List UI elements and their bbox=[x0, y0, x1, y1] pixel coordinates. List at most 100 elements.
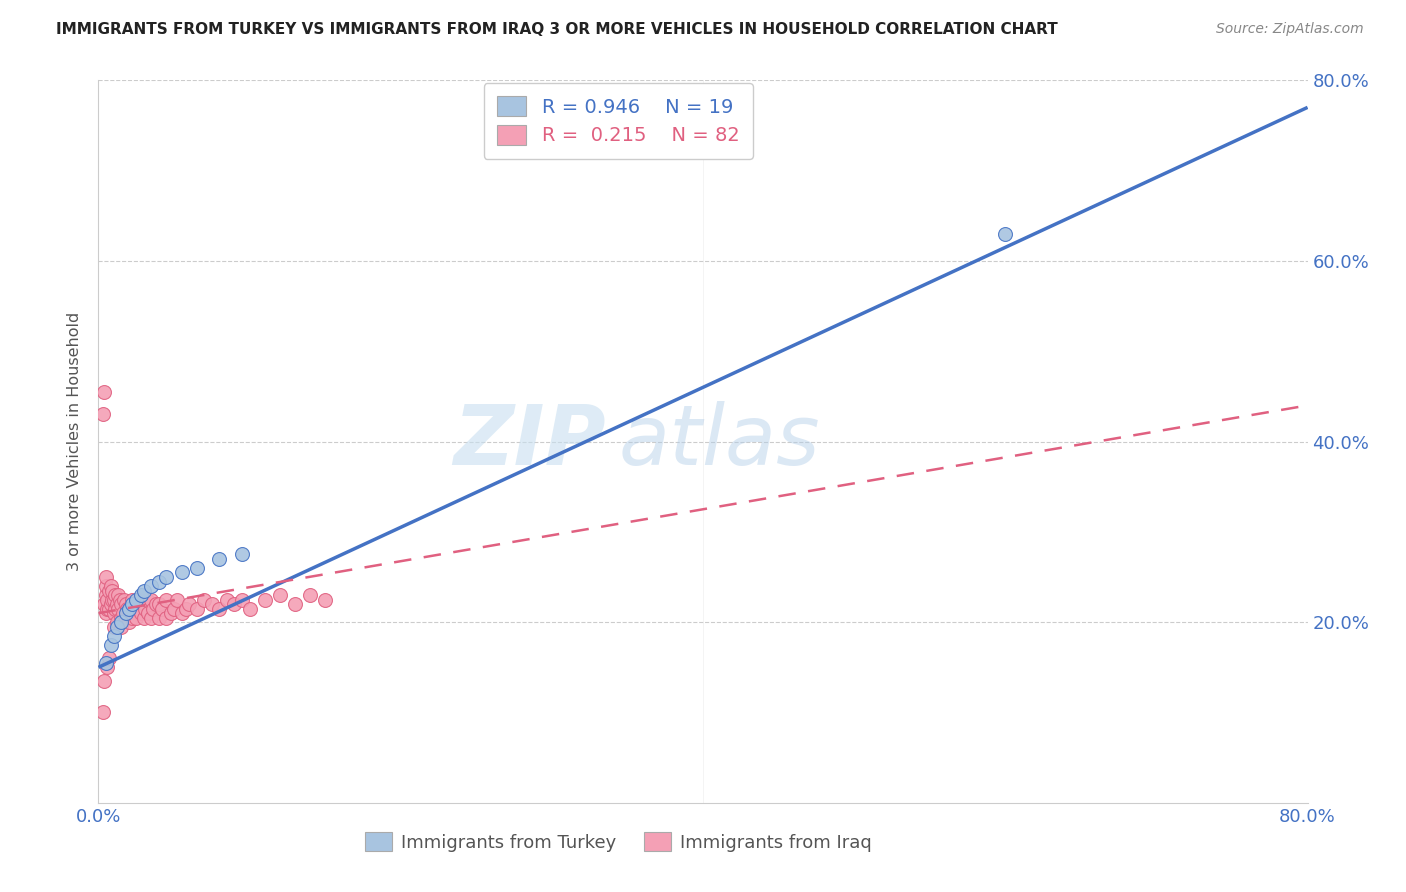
Point bbox=[110, 620, 132, 634]
Point bbox=[107, 588, 129, 602]
Point bbox=[96, 660, 118, 674]
Point bbox=[239, 601, 262, 615]
Point bbox=[115, 601, 138, 615]
Point bbox=[201, 597, 224, 611]
Point bbox=[114, 606, 136, 620]
Point bbox=[105, 615, 128, 630]
Point bbox=[224, 597, 246, 611]
Point bbox=[110, 610, 132, 624]
Point bbox=[103, 620, 125, 634]
Point bbox=[93, 597, 115, 611]
Point bbox=[118, 601, 141, 615]
Point bbox=[98, 651, 121, 665]
Point bbox=[179, 597, 201, 611]
Point bbox=[118, 601, 141, 615]
Point bbox=[142, 601, 165, 615]
Point bbox=[150, 601, 173, 615]
Point bbox=[186, 561, 208, 575]
Point bbox=[129, 588, 152, 602]
Point bbox=[141, 579, 163, 593]
Point bbox=[132, 597, 155, 611]
Point bbox=[96, 592, 118, 607]
Point bbox=[105, 620, 128, 634]
Point bbox=[141, 610, 163, 624]
Point bbox=[101, 592, 124, 607]
Point bbox=[132, 583, 155, 598]
Point bbox=[120, 606, 142, 620]
Point bbox=[193, 592, 215, 607]
Point bbox=[128, 592, 150, 607]
Point bbox=[121, 592, 143, 607]
Point bbox=[94, 579, 117, 593]
Point bbox=[110, 597, 132, 611]
Point bbox=[215, 592, 238, 607]
Point bbox=[108, 592, 131, 607]
Point bbox=[124, 597, 146, 611]
Point bbox=[231, 592, 253, 607]
Point bbox=[121, 597, 143, 611]
Point bbox=[141, 592, 163, 607]
Point bbox=[253, 592, 276, 607]
Point bbox=[91, 706, 114, 720]
Point bbox=[170, 606, 193, 620]
Point bbox=[134, 601, 156, 615]
Point bbox=[104, 601, 127, 615]
Point bbox=[231, 548, 253, 562]
Point bbox=[103, 606, 125, 620]
Point bbox=[186, 601, 208, 615]
Point bbox=[132, 610, 155, 624]
Point bbox=[125, 610, 148, 624]
Point bbox=[98, 583, 121, 598]
Point bbox=[148, 574, 170, 589]
Point bbox=[125, 592, 148, 607]
Point bbox=[135, 592, 157, 607]
Point bbox=[160, 606, 183, 620]
Text: Source: ZipAtlas.com: Source: ZipAtlas.com bbox=[1216, 22, 1364, 37]
Text: atlas: atlas bbox=[619, 401, 820, 482]
Point bbox=[110, 615, 132, 630]
Point bbox=[114, 610, 136, 624]
Point bbox=[118, 615, 141, 630]
Point bbox=[166, 592, 188, 607]
Point bbox=[299, 588, 322, 602]
Point bbox=[145, 597, 167, 611]
Point bbox=[94, 570, 117, 584]
Point bbox=[136, 606, 159, 620]
Point bbox=[100, 579, 122, 593]
Point bbox=[100, 597, 122, 611]
Point bbox=[103, 629, 125, 643]
Point bbox=[174, 601, 197, 615]
Text: IMMIGRANTS FROM TURKEY VS IMMIGRANTS FROM IRAQ 3 OR MORE VEHICLES IN HOUSEHOLD C: IMMIGRANTS FROM TURKEY VS IMMIGRANTS FRO… bbox=[56, 22, 1057, 37]
Point bbox=[170, 566, 193, 580]
Point bbox=[93, 673, 115, 688]
Point bbox=[122, 601, 145, 615]
Point bbox=[125, 597, 148, 611]
Point bbox=[155, 610, 177, 624]
Point bbox=[105, 597, 128, 611]
Point bbox=[148, 597, 170, 611]
Point bbox=[155, 592, 177, 607]
Point bbox=[98, 601, 121, 615]
Y-axis label: 3 or more Vehicles in Household: 3 or more Vehicles in Household bbox=[67, 312, 83, 571]
Point bbox=[101, 583, 124, 598]
Point bbox=[107, 601, 129, 615]
Point bbox=[111, 606, 134, 620]
Legend: Immigrants from Turkey, Immigrants from Iraq: Immigrants from Turkey, Immigrants from … bbox=[359, 825, 879, 859]
Text: ZIP: ZIP bbox=[454, 401, 606, 482]
Point bbox=[208, 552, 231, 566]
Point bbox=[100, 638, 122, 652]
Point bbox=[208, 601, 231, 615]
Point bbox=[94, 588, 117, 602]
Point bbox=[269, 588, 291, 602]
Point bbox=[104, 588, 127, 602]
Point bbox=[96, 601, 118, 615]
Point bbox=[93, 384, 115, 399]
Point bbox=[129, 606, 152, 620]
Point bbox=[112, 592, 135, 607]
Point bbox=[121, 610, 143, 624]
Point bbox=[91, 408, 114, 422]
Point bbox=[994, 227, 1017, 241]
Point bbox=[127, 601, 149, 615]
Point bbox=[284, 597, 307, 611]
Point bbox=[163, 601, 186, 615]
